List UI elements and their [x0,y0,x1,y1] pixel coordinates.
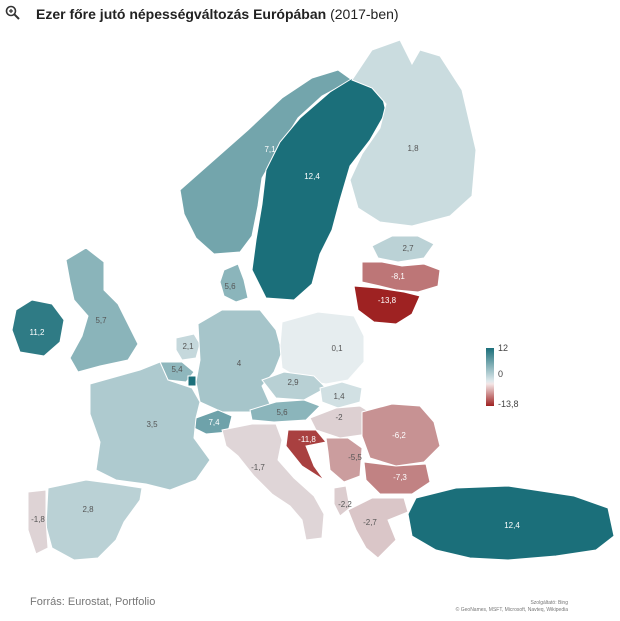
country-poland[interactable] [279,311,365,385]
country-albania[interactable] [333,485,351,517]
value-label-belgium: 5,4 [171,365,183,374]
value-label-france: 3,5 [146,420,158,429]
value-label-romania: -6,2 [392,431,406,440]
value-label-italy: -1,7 [251,463,265,472]
value-label-switzerland: 7,4 [208,418,220,427]
country-denmark[interactable] [219,263,249,303]
country-croatia[interactable] [285,429,327,481]
country-romania[interactable] [361,403,441,467]
country-latvia[interactable] [361,261,441,293]
value-label-albania: -2,2 [338,500,352,509]
value-label-lithuania: -13,8 [378,296,397,305]
value-label-austria: 5,6 [276,408,288,417]
country-france[interactable] [89,361,211,491]
country-turkey[interactable] [407,485,615,561]
value-label-hungary: -2 [335,413,343,422]
value-label-turkey: 12,4 [504,521,520,530]
value-label-greece: -2,7 [363,518,377,527]
value-label-finland: 1,8 [407,144,419,153]
country-netherlands[interactable] [175,333,201,361]
country-portugal[interactable] [27,489,49,555]
value-label-bulgaria: -7,3 [393,473,407,482]
value-label-ireland: 11,2 [30,328,46,337]
value-label-serbia: -5,5 [348,453,362,462]
legend-max: 12 [498,343,509,353]
country-germany[interactable] [195,309,283,413]
value-label-estonia: 2,7 [402,244,414,253]
title-bold: Ezer főre jutó népességváltozás Európába… [36,6,327,22]
color-legend: 12 0 -13,8 [483,343,533,409]
value-label-norway: 7,1 [264,145,276,154]
country-greece[interactable] [347,497,409,559]
country-italy[interactable] [221,423,325,541]
source-note: Forrás: Eurostat, Portfolio [30,596,156,608]
value-label-sweden: 12,4 [304,172,320,181]
legend-mid: 0 [498,369,504,379]
value-label-czechia: 2,9 [287,378,299,387]
country-luxembourg[interactable] [187,375,197,387]
title-suffix: (2017-ben) [330,6,399,22]
country-bulgaria[interactable] [363,461,431,495]
country-finland[interactable] [349,39,477,227]
credits-line2: © GeoNames, MSFT, Microsoft, Navteq, Wik… [455,607,568,613]
value-label-poland: 0,1 [331,344,343,353]
country-estonia[interactable] [371,235,435,263]
country-ireland[interactable] [11,299,65,357]
value-label-portugal: -1,8 [31,515,45,524]
value-label-united-kingdom: 5,7 [95,316,107,325]
map-credits: Szolgáltató: Bing © GeoNames, MSFT, Micr… [456,600,568,614]
credits-line1: Szolgáltató: Bing [530,600,568,606]
magnifier-icon[interactable] [4,4,22,22]
value-label-latvia: -8,1 [391,272,405,281]
country-serbia[interactable] [325,437,363,483]
value-label-slovakia: 1,4 [333,392,345,401]
country-spain[interactable] [45,479,143,561]
legend-min: -13,8 [498,399,519,409]
page-title: Ezer főre jutó népességváltozás Európába… [36,6,399,22]
country-lithuania[interactable] [353,285,421,325]
country-austria[interactable] [249,399,321,423]
value-label-denmark: 5,6 [224,282,236,291]
value-label-croatia: -11,8 [298,435,316,444]
value-label-germany: 4 [237,359,242,368]
value-label-spain: 2,8 [82,505,94,514]
country-slovakia[interactable] [319,381,363,409]
legend-gradient [486,348,494,406]
country-united-kingdom[interactable] [65,247,139,373]
value-label-netherlands: 2,1 [182,342,194,351]
